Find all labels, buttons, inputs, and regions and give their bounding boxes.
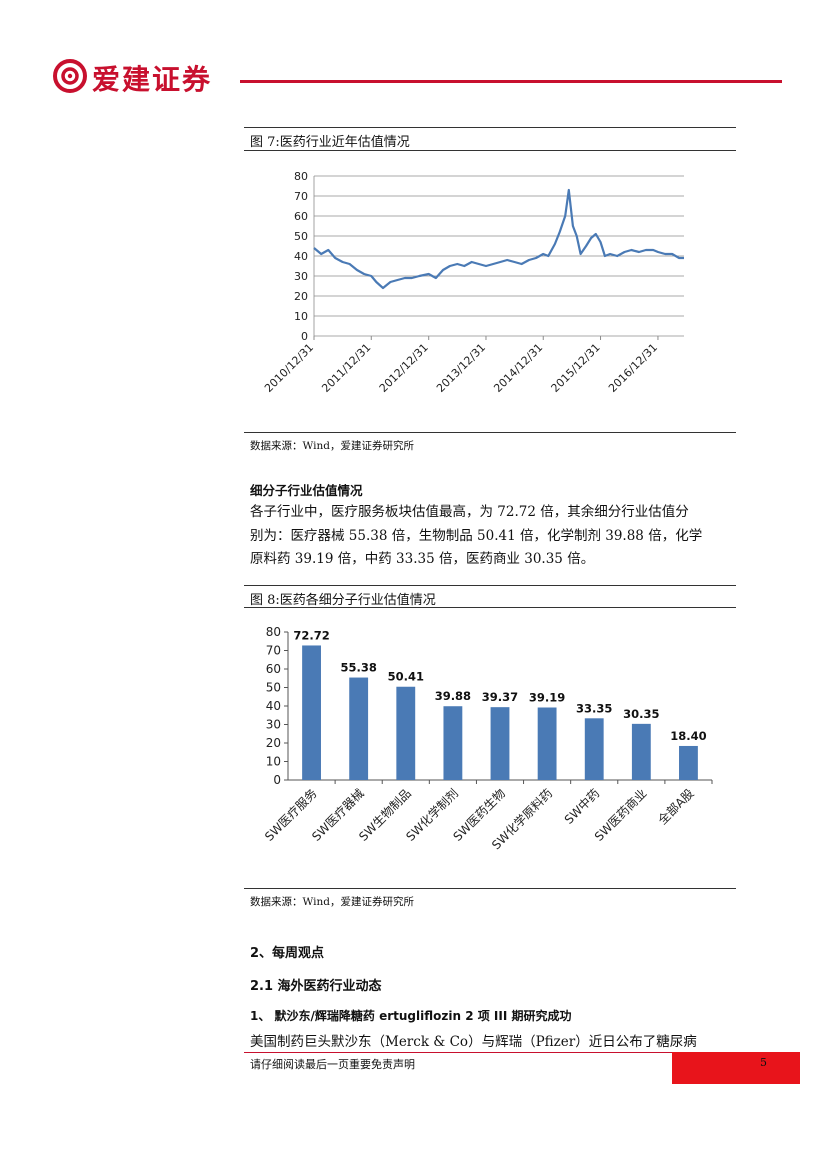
bar-chart-y-tick: 40 <box>266 699 281 713</box>
subindustry-line-1: 各子行业中，医疗服务板块估值最高，为 72.72 倍，其余细分行业估值分 <box>250 504 689 520</box>
spiral-logo-icon <box>53 59 87 93</box>
bar-chart-data-label: 33.35 <box>576 701 612 715</box>
figure7-source: 数据来源：Wind，爱建证券研究所 <box>250 440 414 452</box>
bar-chart-data-label: 72.72 <box>293 628 329 642</box>
bar-chart-bar <box>349 677 369 780</box>
brand-name: 爱建证券 <box>92 63 213 96</box>
line-chart-y-tick: 40 <box>294 250 308 263</box>
bar-chart-bar <box>443 706 463 780</box>
figure7-title-rule <box>244 150 736 151</box>
line-chart-y-tick: 60 <box>294 210 308 223</box>
weekly-body-line: 美国制药巨头默沙东（Merck & Co）与辉瑞（Pfizer）近日公布了糖尿病 <box>250 1034 697 1050</box>
weekly-heading: 2、每周观点 <box>250 946 325 961</box>
bar-chart-y-tick: 10 <box>266 755 281 769</box>
weekly-item-heading: 1、 默沙东/辉瑞降糖药 ertugliflozin 2 项 III 期研究成功 <box>250 1009 572 1023</box>
bar-chart-bar <box>679 745 698 780</box>
line-chart-x-tick: 2015/12/31 <box>549 341 603 395</box>
figure7-title: 图 7:医药行业近年估值情况 <box>250 135 410 150</box>
bar-chart-data-label: 39.88 <box>435 689 471 703</box>
line-chart-x-tick: 2011/12/31 <box>319 341 373 395</box>
bar-chart-y-tick: 70 <box>266 644 281 658</box>
bar-chart-y-tick: 30 <box>266 718 281 732</box>
bar-chart-data-label: 55.38 <box>340 661 376 675</box>
line-chart-y-tick: 20 <box>294 290 308 303</box>
subindustry-heading: 细分子行业估值情况 <box>250 483 363 498</box>
bar-chart-bar <box>631 723 651 780</box>
line-chart-y-tick: 0 <box>301 330 308 343</box>
line-chart-x-tick: 2012/12/31 <box>377 341 431 395</box>
bar-chart-y-tick: 80 <box>266 625 281 639</box>
bar-chart-bar <box>584 718 604 780</box>
subindustry-line-3: 原料药 39.19 倍，中药 33.35 倍，医药商业 30.35 倍。 <box>250 551 595 567</box>
line-chart-x-tick: 2016/12/31 <box>606 341 660 395</box>
figure7-top-rule <box>244 127 736 128</box>
header-rule <box>240 80 782 83</box>
weekly-subheading: 2.1 海外医药行业动态 <box>250 979 382 994</box>
bar-chart-y-tick: 20 <box>266 736 281 750</box>
footer-rule <box>244 1052 800 1053</box>
bar-chart-data-label: 39.37 <box>482 690 518 704</box>
line-chart-series-line <box>313 188 684 290</box>
figure8-source: 数据来源：Wind，爱建证券研究所 <box>250 896 414 908</box>
line-chart-y-tick: 30 <box>294 270 308 283</box>
bar-chart-data-label: 30.35 <box>623 707 659 721</box>
line-chart-y-tick: 80 <box>294 170 308 183</box>
bar-chart-bar <box>537 707 557 780</box>
bar-chart-y-tick: 0 <box>273 773 281 787</box>
line-chart-y-tick: 50 <box>294 230 308 243</box>
figure8-title-rule <box>244 607 736 608</box>
bar-chart-category-label: SW中药 <box>561 786 602 827</box>
figure8-top-rule <box>244 585 736 586</box>
line-chart-y-tick: 70 <box>294 190 308 203</box>
bar-chart-bar <box>490 707 510 780</box>
bar-chart-category-label: 全部A股 <box>655 786 697 828</box>
bar-chart-data-label: 18.40 <box>670 729 706 743</box>
page-number: 5 <box>760 1056 767 1069</box>
bar-chart-bar <box>302 645 321 780</box>
page-number-box <box>672 1052 800 1084</box>
line-chart-x-tick: 2010/12/31 <box>262 341 316 395</box>
footer-disclaimer: 请仔细阅读最后一页重要免责声明 <box>250 1058 415 1071</box>
line-chart-x-tick: 2013/12/31 <box>434 341 488 395</box>
figure7-bottom-rule <box>244 432 736 433</box>
line-chart-x-tick: 2014/12/31 <box>491 341 545 395</box>
bar-chart-data-label: 39.19 <box>529 690 565 704</box>
bar-chart-y-tick: 60 <box>266 662 281 676</box>
figure8-title: 图 8:医药各细分子行业估值情况 <box>250 593 436 608</box>
bar-chart-y-tick: 50 <box>266 681 281 695</box>
line-chart-y-tick: 10 <box>294 310 308 323</box>
bar-chart-data-label: 50.41 <box>388 670 424 684</box>
figure8-bottom-rule <box>244 888 736 889</box>
subindustry-line-2: 别为：医疗器械 55.38 倍，生物制品 50.41 倍，化学制剂 39.88 … <box>250 528 703 544</box>
bar-chart-bar <box>396 686 416 780</box>
